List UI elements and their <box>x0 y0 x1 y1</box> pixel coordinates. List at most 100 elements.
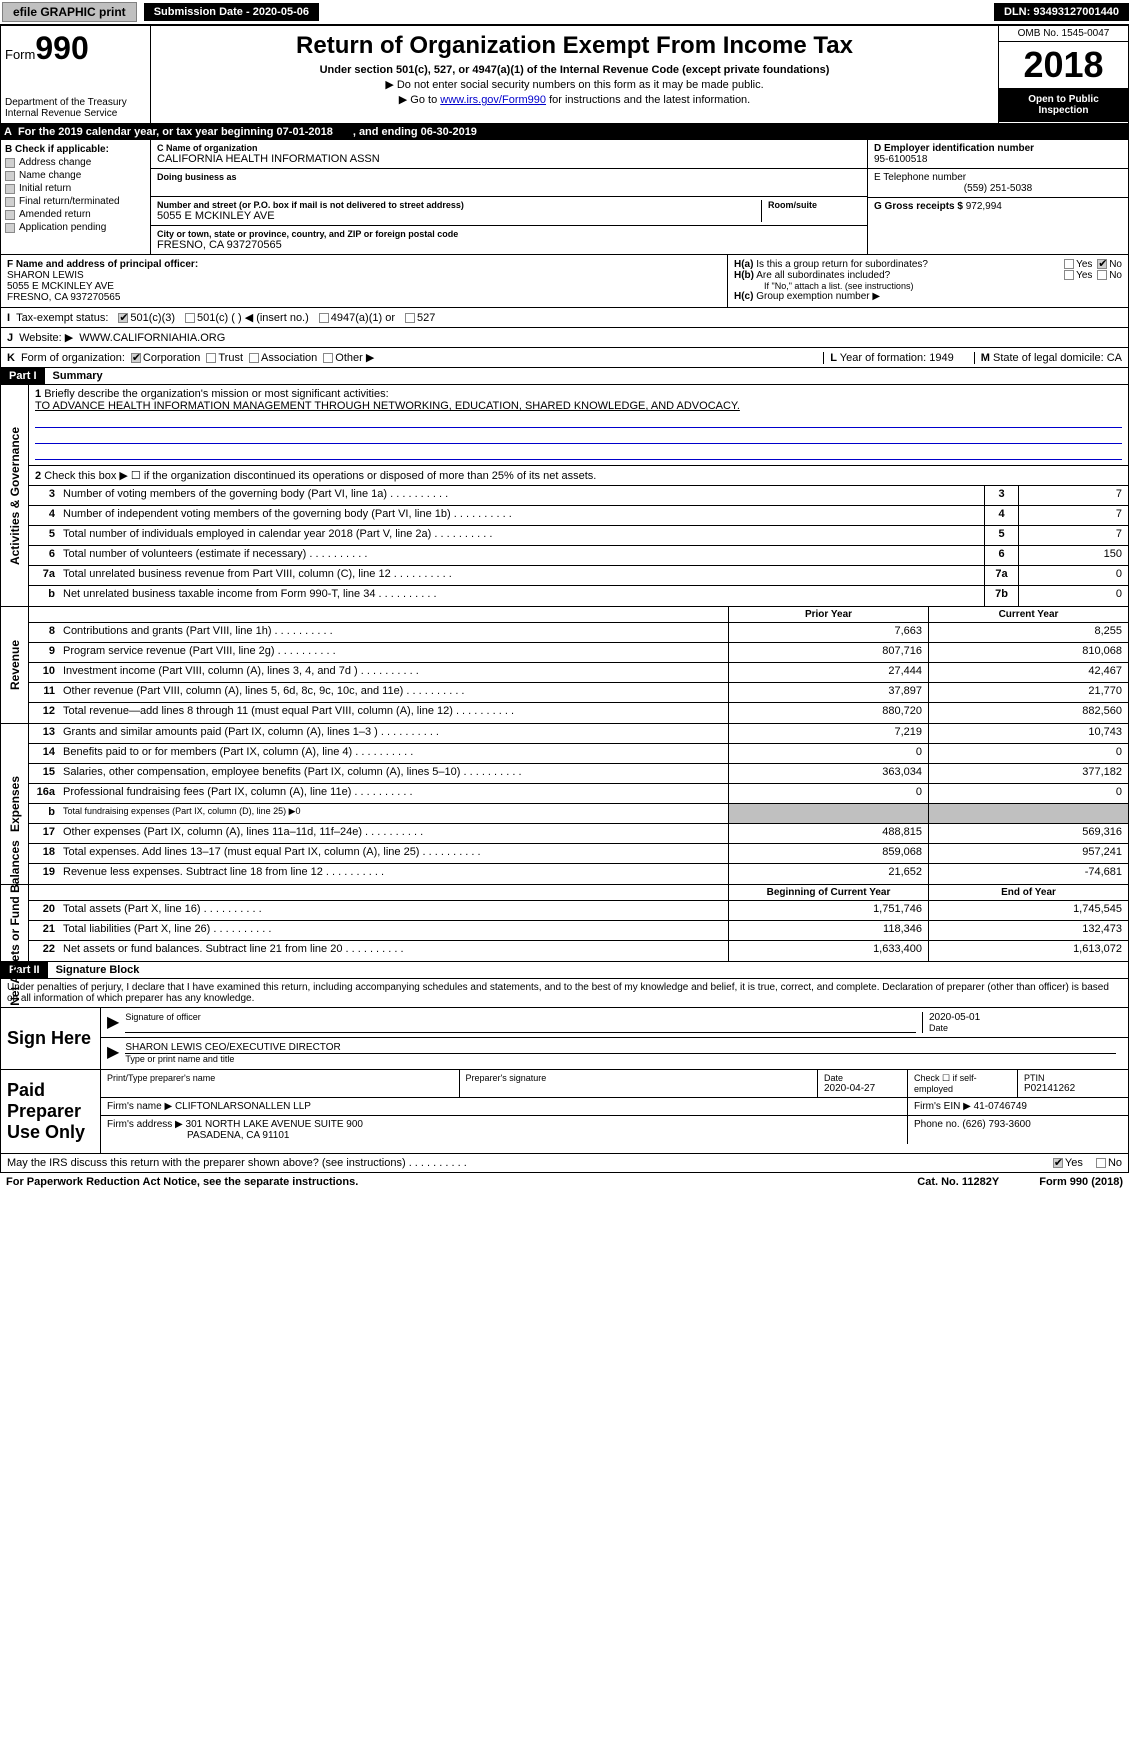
beginning-year-header: Beginning of Current Year <box>728 885 928 900</box>
line-a: A For the 2019 calendar year, or tax yea… <box>0 124 1129 140</box>
current-value: 10,743 <box>928 724 1128 743</box>
section-k-l-m: K Form of organization: Corporation Trus… <box>0 348 1129 368</box>
cb-final-return[interactable]: Final return/terminated <box>5 196 146 207</box>
q1-row: 1 Briefly describe the organization's mi… <box>29 385 1128 465</box>
checkbox-icon[interactable] <box>1064 259 1074 269</box>
ein-label: D Employer identification number <box>874 143 1122 154</box>
row-num: 13 <box>29 724 59 743</box>
line-a-text1: For the 2019 calendar year, or tax year … <box>18 126 333 138</box>
table-row: 16aProfessional fundraising fees (Part I… <box>29 784 1128 804</box>
row-value: 0 <box>1018 566 1128 585</box>
row-num: 14 <box>29 744 59 763</box>
opt-501c: 501(c) ( ) ◀ (insert no.) <box>197 311 309 324</box>
prior-year-header: Prior Year <box>728 607 928 622</box>
blank-line <box>35 430 1122 444</box>
row-box: 5 <box>984 526 1018 545</box>
officer-street: 5055 E MCKINLEY AVE <box>7 281 721 292</box>
open-to-public: Open to Public Inspection <box>999 88 1128 122</box>
opt-trust: Trust <box>218 352 243 364</box>
checkbox-checked-icon[interactable] <box>131 353 141 363</box>
row-desc: Other expenses (Part IX, column (A), lin… <box>59 824 728 843</box>
officer-name-title: SHARON LEWIS CEO/EXECUTIVE DIRECTOR <box>125 1042 1116 1054</box>
prior-value: 363,034 <box>728 764 928 783</box>
firm-name: CLIFTONLARSONALLEN LLP <box>175 1101 311 1112</box>
section-f: F Name and address of principal officer:… <box>1 255 728 307</box>
current-value: 1,613,072 <box>928 941 1128 961</box>
cb-application-pending[interactable]: Application pending <box>5 222 146 233</box>
checkbox-icon[interactable] <box>405 313 415 323</box>
checkbox-icon[interactable] <box>249 353 259 363</box>
phone-cell: E Telephone number (559) 251-5038 <box>868 169 1128 198</box>
checkbox-icon[interactable] <box>206 353 216 363</box>
dba-label: Doing business as <box>157 172 861 182</box>
hb-label: H(b) <box>734 270 754 281</box>
netassets-side-label: Net Assets or Fund Balances <box>1 885 29 961</box>
checkbox-icon[interactable] <box>185 313 195 323</box>
table-row: 8Contributions and grants (Part VIII, li… <box>29 623 1128 643</box>
row-desc: Total unrelated business revenue from Pa… <box>59 566 984 585</box>
table-row: bNet unrelated business taxable income f… <box>29 586 1128 606</box>
checkbox-checked-icon[interactable] <box>118 313 128 323</box>
cat-no: Cat. No. 11282Y <box>917 1176 999 1188</box>
sig-line-2: ▶ SHARON LEWIS CEO/EXECUTIVE DIRECTOR Ty… <box>101 1038 1128 1068</box>
row-num: 19 <box>29 864 59 884</box>
city-label: City or town, state or province, country… <box>157 229 861 239</box>
cb-label: Amended return <box>19 209 91 220</box>
current-value: 569,316 <box>928 824 1128 843</box>
cb-amended-return[interactable]: Amended return <box>5 209 146 220</box>
checkbox-icon[interactable] <box>1097 270 1107 280</box>
checkbox-icon[interactable] <box>319 313 329 323</box>
cb-address-change[interactable]: Address change <box>5 157 146 168</box>
hb-note: If "No," attach a list. (see instruction… <box>734 281 1122 291</box>
street-value: 5055 E MCKINLEY AVE <box>157 210 761 222</box>
row-num: 9 <box>29 643 59 662</box>
section-c: C Name of organization CALIFORNIA HEALTH… <box>151 140 868 254</box>
row-num: 16a <box>29 784 59 803</box>
sig-officer-label: Signature of officer <box>125 1012 916 1022</box>
table-row: 15Salaries, other compensation, employee… <box>29 764 1128 784</box>
dba-cell: Doing business as <box>151 169 867 197</box>
row-desc: Net assets or fund balances. Subtract li… <box>59 941 728 961</box>
row-desc: Number of independent voting members of … <box>59 506 984 525</box>
table-row: 22Net assets or fund balances. Subtract … <box>29 941 1128 961</box>
j-text: Website: ▶ <box>19 331 73 344</box>
cb-initial-return[interactable]: Initial return <box>5 183 146 194</box>
checkbox-icon[interactable] <box>323 353 333 363</box>
part-1-title: Summary <box>45 368 111 384</box>
prior-value: 118,346 <box>728 921 928 940</box>
efile-print-button[interactable]: efile GRAPHIC print <box>2 2 137 22</box>
prior-value: 1,633,400 <box>728 941 928 961</box>
section-b: B Check if applicable: Address change Na… <box>1 140 151 254</box>
checkbox-icon[interactable] <box>1064 270 1074 280</box>
irs-link[interactable]: www.irs.gov/Form990 <box>440 94 546 106</box>
current-value: 957,241 <box>928 844 1128 863</box>
checkbox-checked-icon[interactable] <box>1053 1158 1063 1168</box>
city-cell: City or town, state or province, country… <box>151 226 867 254</box>
row-desc: Salaries, other compensation, employee b… <box>59 764 728 783</box>
preparer-row-2: Firm's name ▶ CLIFTONLARSONALLEN LLP Fir… <box>101 1098 1128 1116</box>
current-value: 0 <box>928 744 1128 763</box>
table-row: 20Total assets (Part X, line 16)1,751,74… <box>29 901 1128 921</box>
cb-label: Address change <box>19 157 91 168</box>
no-label: No <box>1108 1157 1122 1169</box>
firm-phone: (626) 793-3600 <box>962 1119 1030 1130</box>
section-j: J Website: ▶ WWW.CALIFORNIAHIA.ORG <box>0 328 1129 348</box>
preparer-sig-label: Preparer's signature <box>466 1073 812 1083</box>
cb-name-change[interactable]: Name change <box>5 170 146 181</box>
officer-city: FRESNO, CA 937270565 <box>7 292 721 303</box>
opt-assoc: Association <box>261 352 317 364</box>
checkbox-checked-icon[interactable] <box>1097 259 1107 269</box>
row-desc: Investment income (Part VIII, column (A)… <box>59 663 728 682</box>
checkbox-icon[interactable] <box>1096 1158 1106 1168</box>
prior-value: 807,716 <box>728 643 928 662</box>
row-desc: Program service revenue (Part VIII, line… <box>59 643 728 662</box>
table-row: 13Grants and similar amounts paid (Part … <box>29 724 1128 744</box>
row-desc: Other revenue (Part VIII, column (A), li… <box>59 683 728 702</box>
row-desc: Total assets (Part X, line 16) <box>59 901 728 920</box>
revenue-side-label: Revenue <box>1 607 29 723</box>
table-row: 5Total number of individuals employed in… <box>29 526 1128 546</box>
perjury-text: Under penalties of perjury, I declare th… <box>1 979 1128 1008</box>
row-num: 5 <box>29 526 59 545</box>
h-c-row: H(c) Group exemption number ▶ <box>734 291 1122 302</box>
table-row: 6Total number of volunteers (estimate if… <box>29 546 1128 566</box>
